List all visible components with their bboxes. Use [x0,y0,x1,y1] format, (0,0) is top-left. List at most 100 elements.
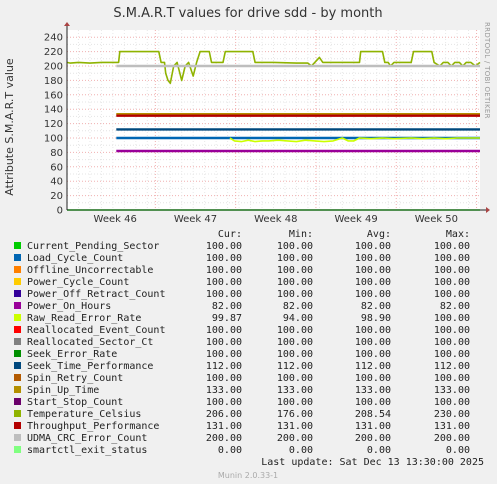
legend-swatch-0 [14,242,21,249]
legend-avg-10: 112.00 [355,361,391,372]
legend-max-13: 100.00 [434,397,470,408]
legend-avg-4: 100.00 [355,289,391,300]
legend-max-9: 100.00 [434,349,470,360]
legend-min-7: 100.00 [277,325,313,336]
legend-name-2: Offline_Uncorrectable [27,265,153,276]
legend-max-1: 100.00 [434,253,470,264]
legend-name-17: smartctl_exit_status [27,445,147,456]
legend-avg-9: 100.00 [355,349,391,360]
chart-title: S.M.A.R.T values for drive sdd - by mont… [113,6,382,21]
legend-max-17: 0.00 [446,445,470,456]
rrdtool-credit: RRDTOOL / TOBI OETIKER [483,22,491,119]
x-tick-label-0: Week 46 [94,214,137,225]
y-tick-label-10: 200 [44,62,63,73]
legend-name-13: Start_Stop_Count [27,397,123,408]
legend-cur-14: 206.00 [206,409,242,420]
legend-name-11: Spin_Retry_Count [27,373,123,384]
legend-cur-17: 0.00 [218,445,242,456]
y-tick-label-5: 100 [44,134,63,145]
legend-max-15: 131.00 [434,421,470,432]
x-tick-label-4: Week 50 [415,214,458,225]
legend-max-14: 230.00 [434,409,470,420]
y-tick-label-6: 120 [44,119,63,130]
legend-max-7: 100.00 [434,325,470,336]
legend-min-12: 133.00 [277,385,313,396]
legend-avg-7: 100.00 [355,325,391,336]
legend-cur-0: 100.00 [206,241,242,252]
legend-name-10: Seek_Time_Performance [27,361,153,372]
legend-min-6: 94.00 [283,313,313,324]
legend-swatch-2 [14,266,21,273]
legend-max-12: 133.00 [434,385,470,396]
legend-cur-1: 100.00 [206,253,242,264]
legend-cur-3: 100.00 [206,277,242,288]
legend-max-3: 100.00 [434,277,470,288]
legend-swatch-14 [14,410,21,417]
legend-name-7: Reallocated_Event_Count [27,325,165,336]
legend-cur-7: 100.00 [206,325,242,336]
munin-version: Munin 2.0.33-1 [218,471,278,480]
legend-min-4: 100.00 [277,289,313,300]
legend-swatch-12 [14,386,21,393]
legend-min-15: 131.00 [277,421,313,432]
legend-swatch-11 [14,374,21,381]
y-tick-label-2: 40 [50,177,63,188]
legend-max-2: 100.00 [434,265,470,276]
y-axis-ticks: 0 20 40 60 80 100 120 140 160 180 200 220 240 [44,33,63,217]
legend-cur-12: 133.00 [206,385,242,396]
legend-cur-13: 100.00 [206,397,242,408]
legend-avg-12: 133.00 [355,385,391,396]
legend-cur-2: 100.00 [206,265,242,276]
legend-min-1: 100.00 [277,253,313,264]
legend-max-5: 82.00 [440,301,470,312]
x-axis-ticks: Week 46 Week 47 Week 48 Week 49 Week 50 [94,214,459,225]
y-tick-label-12: 240 [44,33,63,44]
legend-cur-6: 99.87 [212,313,242,324]
y-tick-label-11: 220 [44,47,63,58]
legend-swatch-10 [14,362,21,369]
x-tick-label-1: Week 47 [174,214,217,225]
legend-min-8: 100.00 [277,337,313,348]
legend-swatch-9 [14,350,21,357]
legend-min-17: 0.00 [289,445,313,456]
legend-avg-8: 100.00 [355,337,391,348]
legend-max-10: 112.00 [434,361,470,372]
series-line-temperature-celsius [66,50,481,85]
legend-swatch-3 [14,278,21,285]
legend-name-1: Load_Cycle_Count [27,253,123,264]
legend-name-16: UDMA_CRC_Error_Count [27,433,147,444]
legend-max-11: 100.00 [434,373,470,384]
legend-min-10: 112.00 [277,361,313,372]
legend-name-8: Reallocated_Sector_Ct [27,337,153,348]
x-tick-label-3: Week 49 [334,214,377,225]
legend-avg-13: 100.00 [355,397,391,408]
legend-avg-15: 131.00 [355,421,391,432]
y-tick-label-0: 0 [57,206,63,217]
legend: Cur: Min: Avg: Max: Current_Pending_Sector 10… [14,229,470,456]
legend-cur-15: 131.00 [206,421,242,432]
legend-min-16: 200.00 [277,433,313,444]
legend-min-11: 100.00 [277,373,313,384]
legend-max-16: 200.00 [434,433,470,444]
legend-min-5: 82.00 [283,301,313,312]
legend-name-0: Current_Pending_Sector [27,241,159,252]
legend-avg-1: 100.00 [355,253,391,264]
legend-cur-5: 82.00 [212,301,242,312]
legend-max-4: 100.00 [434,289,470,300]
legend-avg-6: 98.90 [361,313,391,324]
y-axis-arrow [64,22,70,26]
legend-min-9: 100.00 [277,349,313,360]
legend-cur-9: 100.00 [206,349,242,360]
axes [64,22,490,213]
legend-swatch-16 [14,434,21,441]
y-axis-label: Attribute S.M.A.R.T value [3,58,16,196]
legend-avg-2: 100.00 [355,265,391,276]
legend-swatch-17 [14,446,21,453]
y-tick-label-9: 180 [44,76,63,87]
legend-avg-16: 200.00 [355,433,391,444]
y-tick-label-3: 60 [50,162,63,173]
x-axis-arrow [486,207,490,213]
legend-swatch-13 [14,398,21,405]
legend-swatch-4 [14,290,21,297]
